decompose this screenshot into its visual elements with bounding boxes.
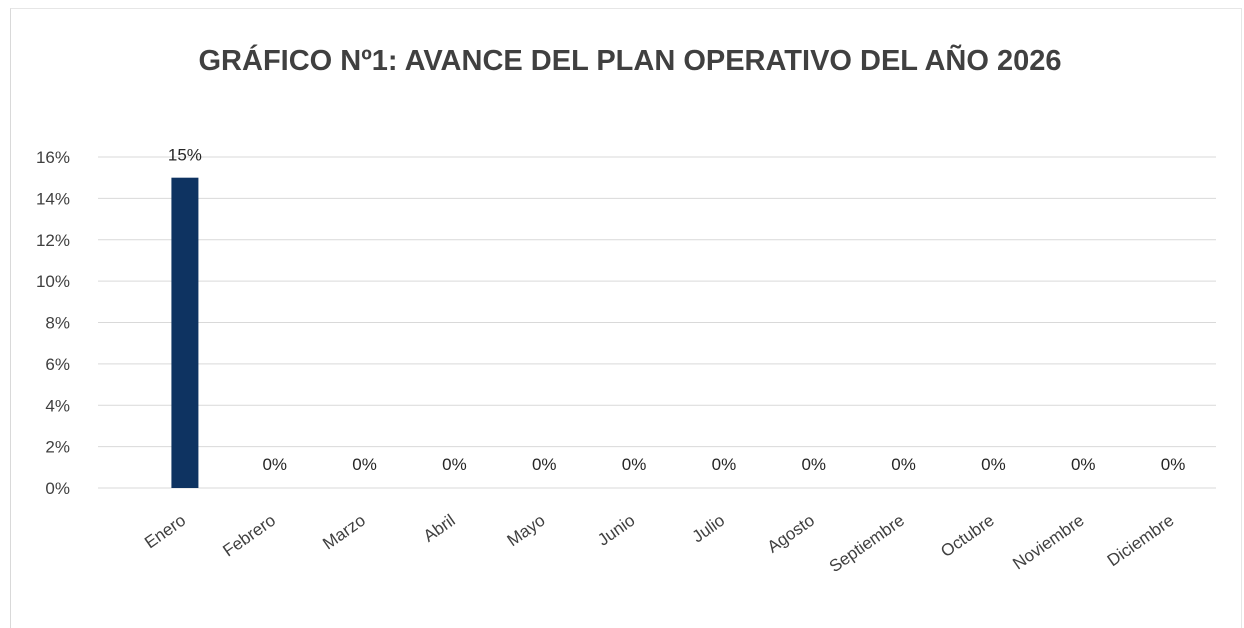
category-label: Febrero (219, 511, 279, 561)
data-label: 0% (622, 455, 647, 474)
category-label: Septiembre (826, 511, 908, 576)
y-tick-label: 2% (45, 438, 70, 457)
x-axis-categories: Enero Febrero Marzo Abril Mayo Junio Julio Agos… (141, 511, 1177, 576)
data-label: 0% (532, 455, 557, 474)
data-label: 0% (1071, 455, 1096, 474)
chart-title: GRÁFICO Nº1: AVANCE DEL PLAN OPERATIVO D… (198, 45, 1062, 77)
chart-frame (10, 8, 1242, 628)
data-label: 15% (168, 146, 202, 165)
category-label: Abril (420, 511, 459, 546)
category-label: Marzo (319, 511, 369, 554)
data-label: 0% (262, 455, 287, 474)
y-tick-label: 4% (45, 396, 70, 415)
y-tick-label: 14% (36, 189, 70, 208)
data-label: 0% (352, 455, 377, 474)
y-axis-ticks: 0% 2% 4% 6% 8% 10% 12% 14% 16% (36, 148, 70, 498)
y-tick-label: 0% (45, 479, 70, 498)
bar-enero (171, 177, 199, 488)
data-label: 0% (712, 455, 737, 474)
category-label: Noviembre (1009, 511, 1087, 574)
category-label: Agosto (764, 511, 818, 557)
bars (171, 177, 199, 488)
category-label: Diciembre (1104, 511, 1178, 570)
y-tick-label: 10% (36, 272, 70, 291)
data-label: 0% (891, 455, 916, 474)
category-label: Junio (594, 511, 638, 550)
category-label: Julio (689, 511, 729, 547)
data-label: 0% (442, 455, 467, 474)
y-tick-label: 8% (45, 314, 70, 333)
y-tick-label: 16% (36, 148, 70, 167)
data-label: 0% (801, 455, 826, 474)
data-label: 0% (1161, 455, 1186, 474)
y-tick-label: 6% (45, 355, 70, 374)
data-labels: 15% 0% 0% 0% 0% 0% 0% 0% 0% 0% 0% 0% (168, 146, 1185, 474)
category-label: Octubre (937, 511, 997, 561)
data-label: 0% (981, 455, 1006, 474)
category-label: Enero (141, 511, 189, 553)
y-tick-label: 12% (36, 231, 70, 250)
category-label: Mayo (504, 511, 549, 550)
gridlines (98, 156, 1216, 489)
